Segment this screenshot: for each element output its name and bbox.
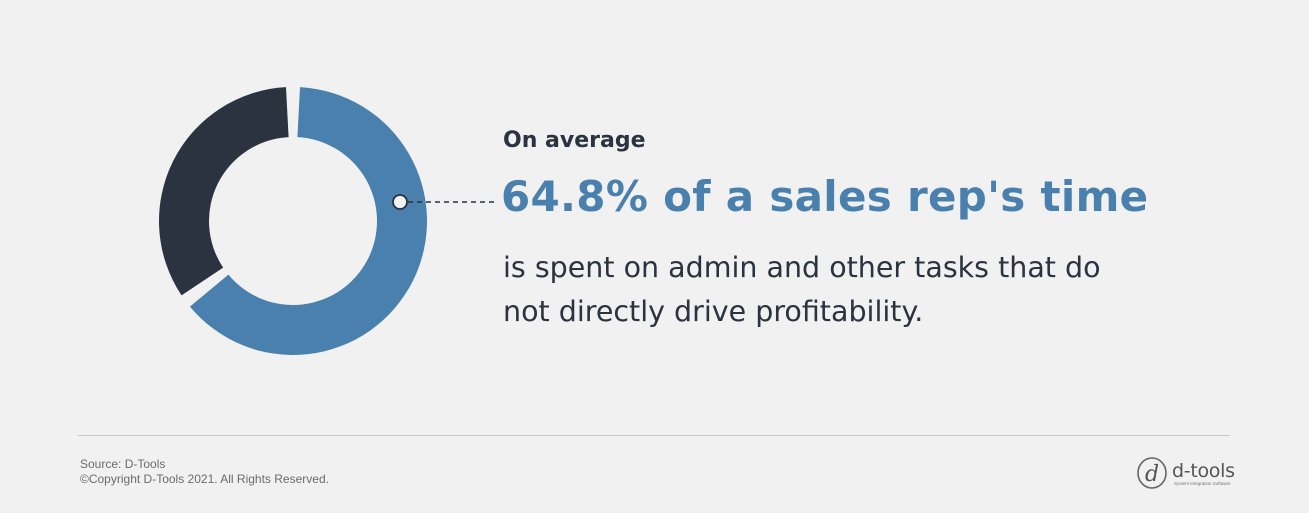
donut-slice-1 [189, 87, 428, 356]
donut-slice-2 [159, 87, 289, 296]
callout-body: is spent on admin and other tasks that d… [503, 251, 1101, 328]
footer-source-block: Source: D-Tools ©Copyright D-Tools 2021.… [80, 457, 329, 487]
copyright-text: ©Copyright D-Tools 2021. All Rights Rese… [80, 472, 329, 486]
logo-mark-letter: d [1145, 462, 1159, 487]
callout-marker [392, 194, 408, 210]
callout-intro: On average [503, 128, 646, 153]
logo-tagline: System Integration Software [1174, 481, 1231, 486]
callout-headline: 64.8% of a sales rep's time [501, 172, 1149, 221]
source-text: Source: D-Tools [80, 457, 166, 471]
logo-wordmark: d-tools [1172, 460, 1235, 482]
footer-divider [78, 435, 1230, 436]
d-tools-logo: d d-tools System Integration Software [1134, 454, 1235, 494]
d-tools-logo-mark: d [1137, 457, 1167, 489]
